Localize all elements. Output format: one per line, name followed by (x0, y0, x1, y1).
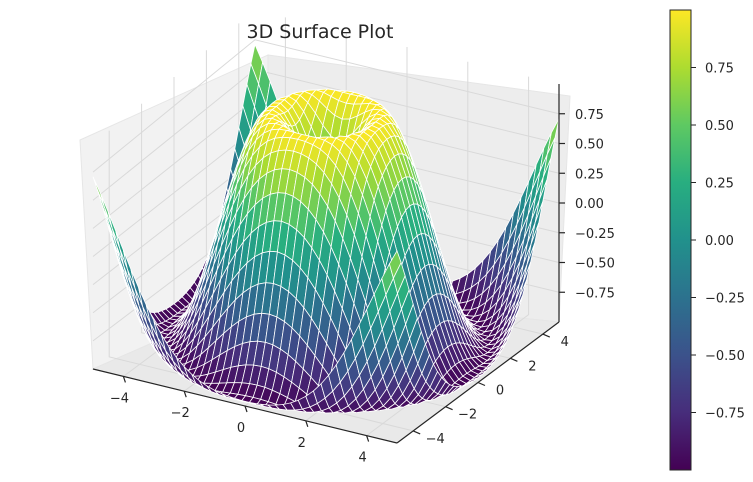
y-tick-label: 4 (561, 335, 569, 350)
y-tick-mark (477, 381, 486, 387)
y-tick-mark (445, 406, 453, 411)
x-tick-label: 4 (358, 451, 366, 466)
y-tick-label: 0 (496, 384, 504, 399)
y-tick-label: −4 (426, 432, 445, 447)
grid-line-z (92, 39, 560, 173)
colorbar-tick-label: 0.25 (705, 177, 734, 192)
x-tick-label: −2 (171, 406, 190, 421)
colorbar-tick-label: 0.50 (705, 119, 734, 134)
y-tick-label: 2 (528, 359, 536, 374)
colorbar-tick-label: −0.75 (705, 407, 745, 422)
y-tick-mark (412, 430, 421, 435)
x-tick-mark (305, 420, 309, 427)
colorbar-gradient (669, 9, 692, 471)
y-tick-mark (542, 333, 551, 338)
colorbar-ticks: −0.75 −0.50 −0.25 0.00 0.25 0.50 0.75 (691, 62, 745, 422)
x-tick-mark (244, 405, 248, 413)
surface-patch (388, 249, 402, 280)
axes: −4 −2 0 2 4 −4 −2 0 2 4 −0.75 −0.50 −0.25 0.00 0.25 0.5… (92, 84, 615, 466)
x-tick-label: −4 (110, 391, 129, 406)
y-tick-mark (510, 357, 518, 362)
x-tick-mark (183, 391, 187, 398)
z-tick-label: 0.75 (575, 108, 604, 123)
x-tick-mark (366, 435, 370, 442)
colorbar-tick-label: −0.50 (705, 349, 745, 364)
z-tick-label: 0.25 (575, 167, 604, 182)
z-tick-label: −0.50 (575, 257, 615, 272)
colorbar-tick-label: −0.25 (705, 292, 745, 307)
z-tick-label: 0.00 (575, 197, 604, 212)
colorbar-tick-label: 0.75 (705, 62, 734, 77)
x-tick-mark (122, 376, 126, 383)
z-tick-label: −0.25 (575, 227, 615, 242)
colorbar: −0.75 −0.50 −0.25 0.00 0.25 0.50 0.75 (669, 9, 745, 471)
z-tick-label: −0.75 (575, 286, 615, 301)
x-tick-label: 0 (237, 421, 245, 436)
y-tick-label: −2 (458, 408, 477, 423)
surface-mesh (92, 43, 560, 414)
chart-title: 3D Surface Plot (247, 21, 394, 43)
x-tick-label: 2 (298, 436, 306, 451)
z-tick-label: 0.50 (575, 138, 604, 153)
colorbar-tick-label: 0.00 (705, 234, 734, 249)
